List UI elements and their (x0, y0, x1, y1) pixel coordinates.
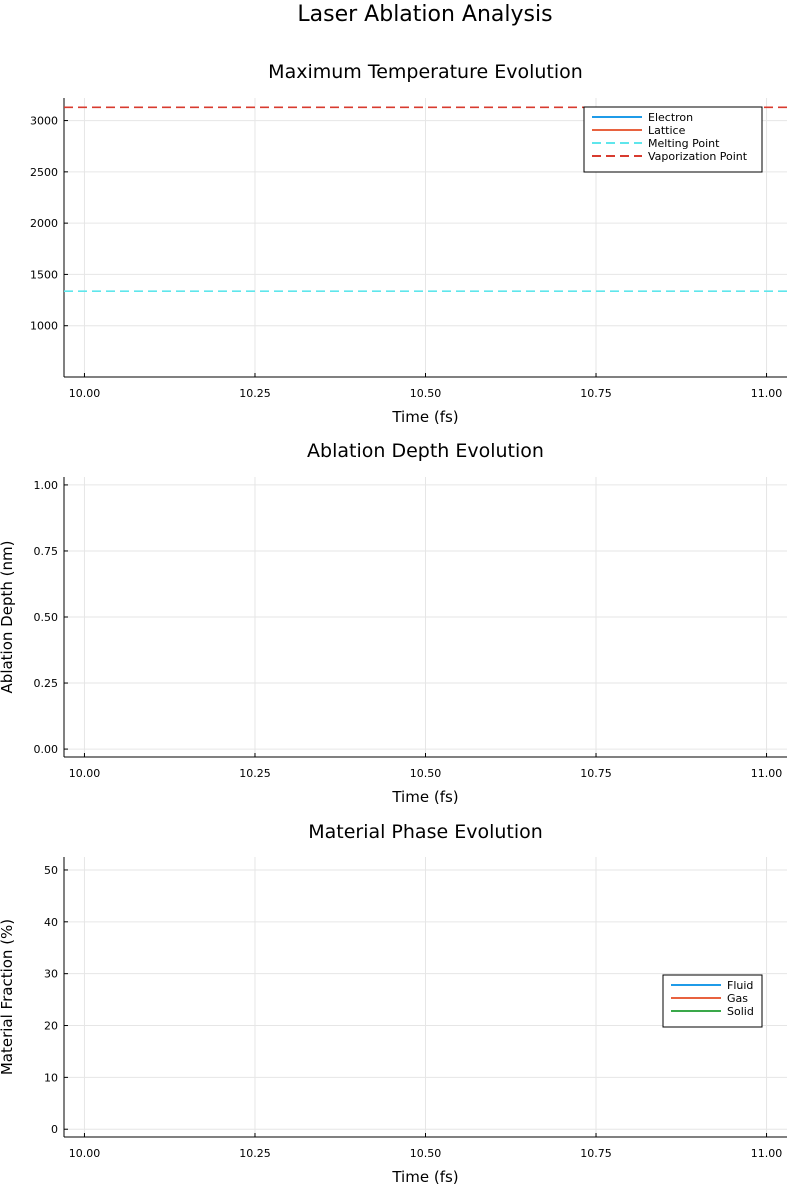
legend-entry: Vaporization Point (648, 150, 748, 163)
x-axis-label: Time (fs) (391, 788, 458, 806)
x-tick-label: 10.25 (239, 1147, 271, 1160)
legend-entry: Gas (727, 992, 748, 1005)
grid (64, 477, 787, 757)
legend-box (662, 974, 763, 1028)
y-axis-label: Ablation Depth (nm) (0, 541, 16, 694)
y-tick-label: 1.00 (34, 479, 59, 492)
legend-entry: Lattice (648, 124, 686, 137)
x-tick-label: 10.50 (410, 767, 442, 780)
x-axis-label: Time (fs) (391, 408, 458, 426)
x-tick-label: 10.75 (580, 767, 612, 780)
x-tick-label: 10.75 (580, 387, 612, 400)
chart-title: Ablation Depth Evolution (307, 440, 544, 462)
y-tick-label: 2500 (30, 166, 58, 179)
chart-title: Maximum Temperature Evolution (268, 61, 583, 83)
x-tick-label: 10.00 (69, 387, 101, 400)
y-tick-label: 50 (44, 864, 58, 877)
y-tick-label: 2000 (30, 217, 58, 230)
x-tick-label: 10.25 (239, 387, 271, 400)
x-tick-label: 10.25 (239, 767, 271, 780)
x-tick-label: 11.00 (751, 387, 783, 400)
chart-title: Material Phase Evolution (308, 821, 543, 843)
x-tick-label: 10.00 (69, 1147, 101, 1160)
y-tick-label: 1500 (30, 268, 58, 281)
legend-entry: Fluid (727, 979, 753, 992)
x-tick-label: 10.50 (410, 387, 442, 400)
temperature-panel: Maximum Temperature Evolution 10.00 10.25 1… (30, 61, 787, 426)
y-tick-label: 30 (44, 968, 58, 981)
y-tick-label: 0.75 (34, 545, 59, 558)
x-tick-label: 11.00 (751, 1147, 783, 1160)
y-tick-label: 0.00 (34, 743, 59, 756)
x-tick-label: 11.00 (751, 767, 783, 780)
y-tick-label: 3000 (30, 115, 58, 128)
y-tick-label: 1000 (30, 320, 58, 333)
y-tick-label: 0.25 (34, 677, 59, 690)
y-tick-label: 40 (44, 916, 58, 929)
figure-title: Laser Ablation Analysis (297, 2, 552, 27)
x-tick-label: 10.75 (580, 1147, 612, 1160)
legend-entry: Electron (648, 111, 693, 124)
ablation-depth-panel: Ablation Depth Evolution 10.00 10.25 10.50 1… (0, 440, 787, 806)
y-tick-label: 0.50 (34, 611, 59, 624)
y-tick-label: 10 (44, 1071, 58, 1084)
y-tick-label: 0 (51, 1123, 58, 1136)
phase-panel: Material Phase Evolution 10.00 10.25 10.50 1… (0, 821, 787, 1186)
y-axis-label: Material Fraction (%) (0, 919, 16, 1075)
x-axis-label: Time (fs) (391, 1168, 458, 1186)
legend-entry: Solid (727, 1005, 754, 1018)
x-tick-label: 10.50 (410, 1147, 442, 1160)
x-tick-label: 10.00 (69, 767, 101, 780)
y-tick-label: 20 (44, 1020, 58, 1033)
legend-entry: Melting Point (648, 137, 720, 150)
